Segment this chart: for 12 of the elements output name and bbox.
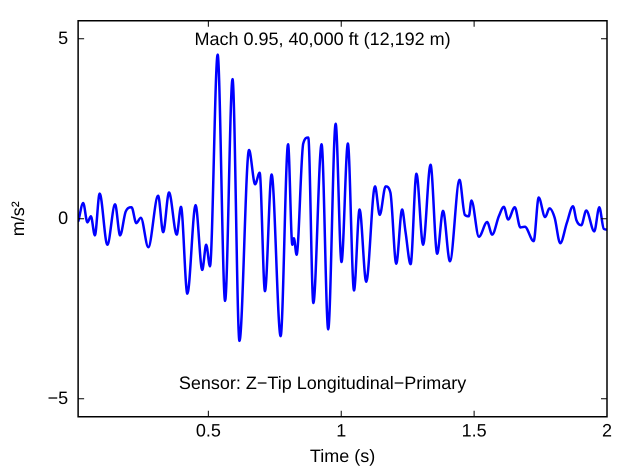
annotation: Sensor: Z−Tip Longitudinal−Primary [178, 372, 466, 393]
y-tick-label: 0 [58, 208, 68, 228]
y-axis-title: m/s² [8, 201, 28, 236]
x-tick-label: 1 [336, 420, 346, 441]
x-tick-label: 1.5 [462, 420, 487, 441]
line-series [78, 53, 607, 342]
y-tick-label: −5 [48, 388, 68, 408]
y-tick-label: 5 [58, 28, 68, 48]
x-tick-label: 2 [602, 420, 612, 441]
chart-title: Mach 0.95, 40,000 ft (12,192 m) [194, 28, 451, 49]
x-axis-title: Time (s) [310, 446, 376, 466]
x-tick-label: 0.5 [196, 420, 221, 441]
